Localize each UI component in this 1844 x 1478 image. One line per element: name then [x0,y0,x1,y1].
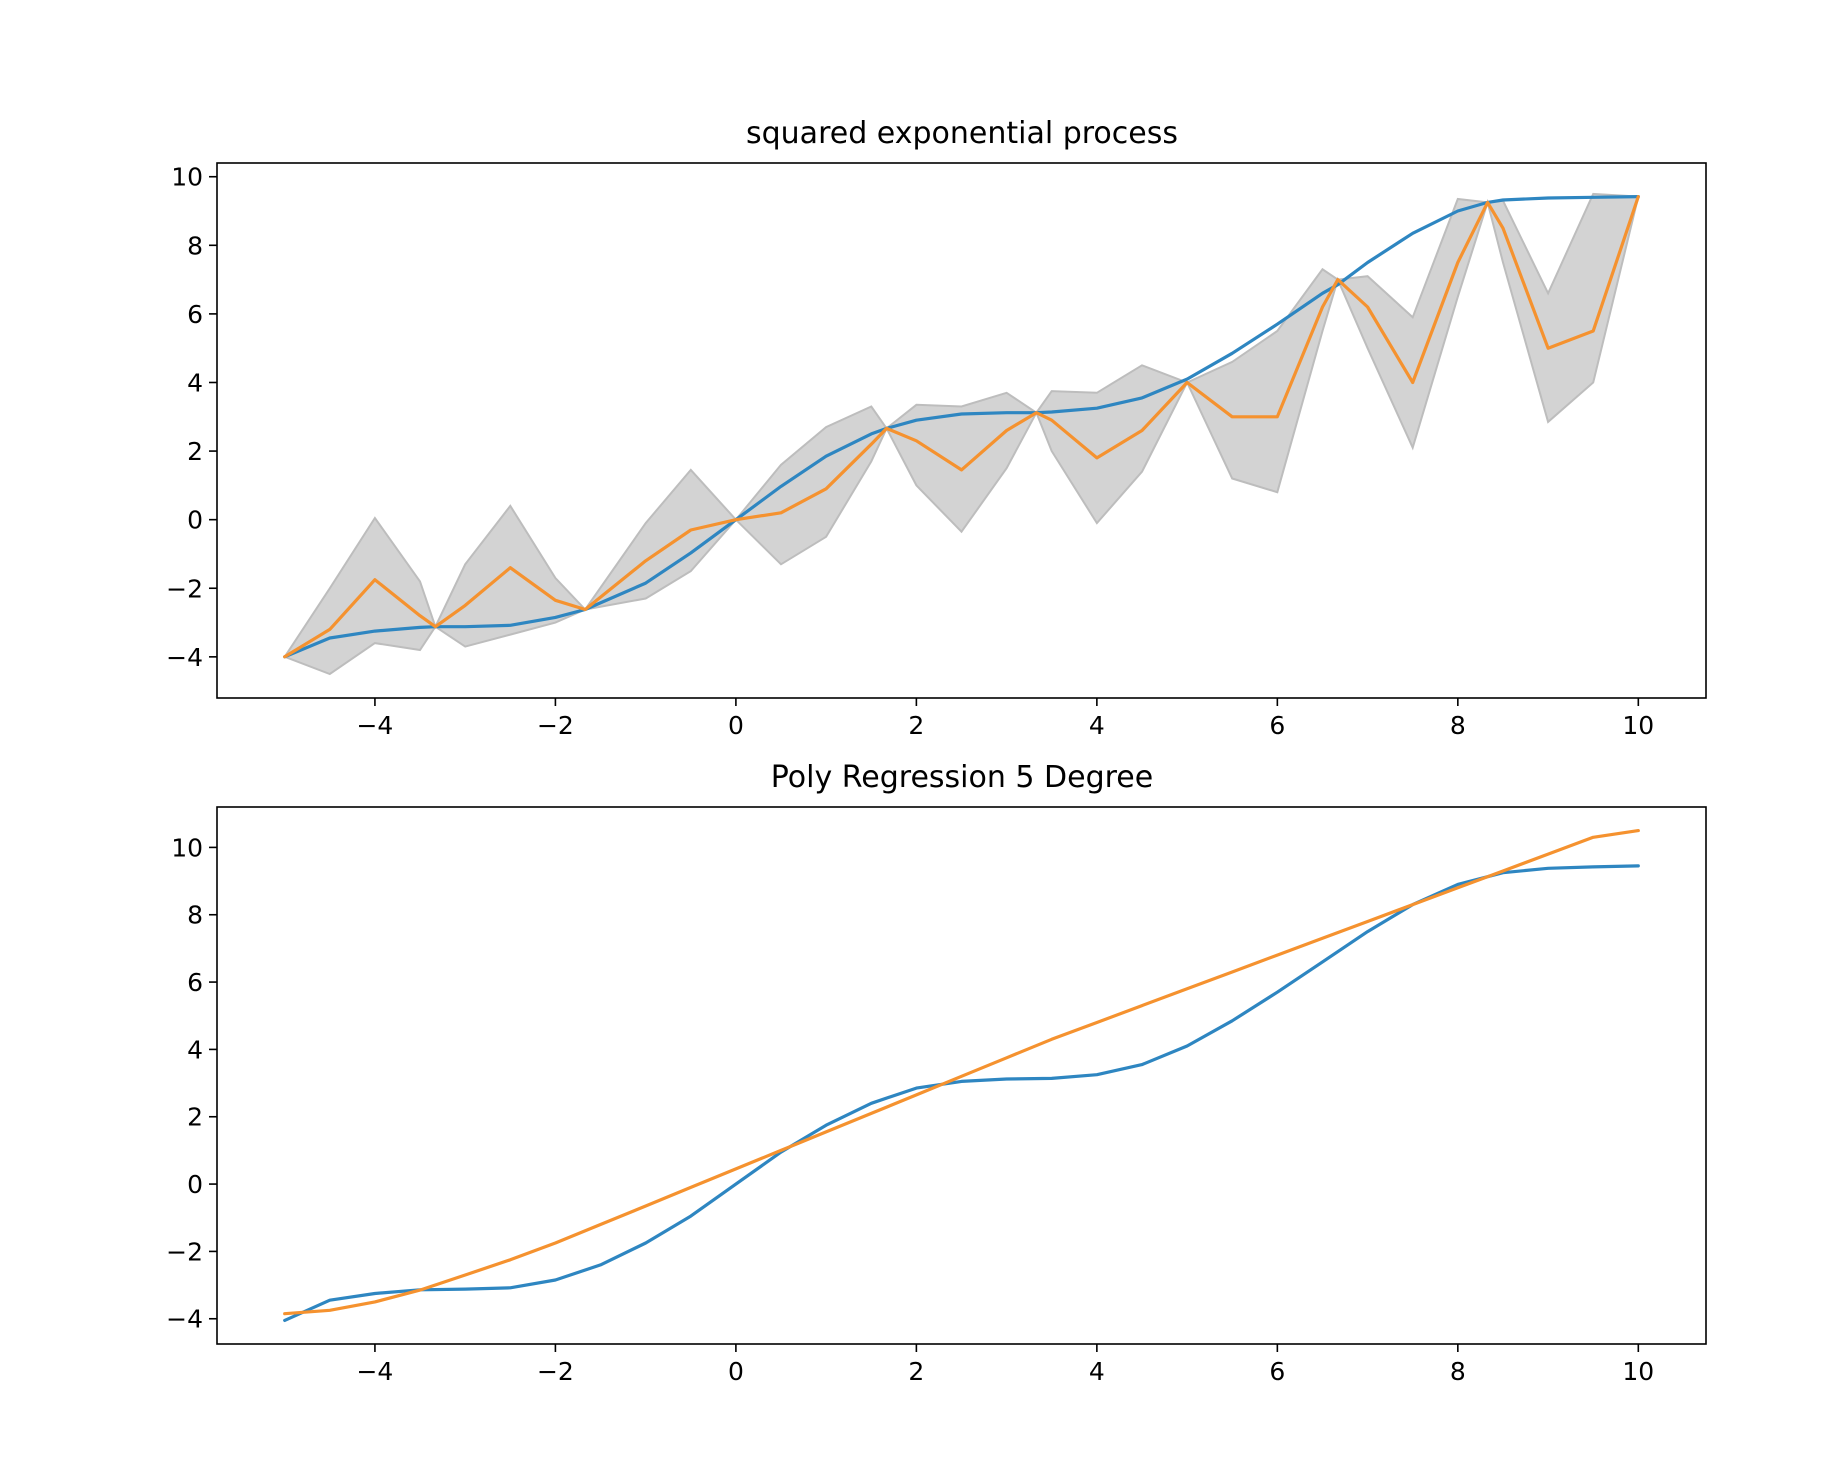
top-y-tick-label: 4 [187,368,203,397]
top-x-tick-label: 8 [1450,711,1466,740]
bottom-prediction-line [283,828,1640,1316]
top-x-tick-label: 0 [728,711,744,740]
top-x-tick-label: 4 [1089,711,1105,740]
top-prediction-line [283,195,1640,659]
top-y-tick-label: 2 [187,437,203,466]
bottom-x-tick-label: 4 [1089,1357,1105,1386]
bottom-y-tick-label: 10 [171,833,203,862]
top-plot-frame [216,162,1707,699]
bottom-y-tick-label: 8 [187,901,203,930]
bottom-x-tick-label: 10 [1622,1357,1654,1386]
bottom-x-tick-label: 0 [728,1357,744,1386]
top-axis-ticks: −4 −2 0 2 4 6 8 10 −4 −2 0 2 4 6 8 10 [166,163,1654,740]
top-chart: squared exponential process −4 −2 0 2 4 6 8 10−… [166,116,1707,740]
bottom-x-tick-label: 8 [1450,1357,1466,1386]
bottom-chart: Poly Regression 5 Degree −4 −2 0 2 4 6 8 10 −4 −2… [166,760,1707,1386]
top-x-tick-label: 10 [1622,711,1654,740]
bottom-x-tick-label: 6 [1269,1357,1285,1386]
top-x-tick-label: 2 [908,711,924,740]
bottom-y-tick-label: 4 [187,1035,203,1064]
bottom-series-lines [283,828,1640,1323]
top-chart-title: squared exponential process [746,116,1178,151]
top-x-tick-label: 6 [1269,711,1285,740]
top-x-tick-label: −2 [537,711,574,740]
bottom-x-tick-label: −4 [356,1357,393,1386]
top-true-function-line [283,195,1640,659]
top-y-tick-label: 6 [187,300,203,329]
bottom-plot-frame [216,806,1707,1345]
top-series-lines [283,195,1640,659]
top-y-tick-label: 10 [171,163,203,192]
bottom-x-tick-label: −2 [537,1357,574,1386]
bottom-y-tick-label: −2 [166,1237,203,1266]
top-x-tick-label: −4 [356,711,393,740]
top-y-tick-label: 0 [187,506,203,535]
bottom-y-tick-label: 6 [187,968,203,997]
bottom-y-tick-label: −4 [166,1305,203,1334]
bottom-y-tick-label: 0 [187,1170,203,1199]
top-y-tick-label: 8 [187,231,203,260]
top-y-tick-label: −2 [166,574,203,603]
bottom-axis-ticks: −4 −2 0 2 4 6 8 10 −4 −2 0 2 4 6 8 10 [166,833,1654,1386]
bottom-y-tick-label: 2 [187,1103,203,1132]
bottom-chart-title: Poly Regression 5 Degree [771,760,1153,795]
bottom-x-tick-label: 2 [908,1357,924,1386]
top-y-tick-label: −4 [166,643,203,672]
